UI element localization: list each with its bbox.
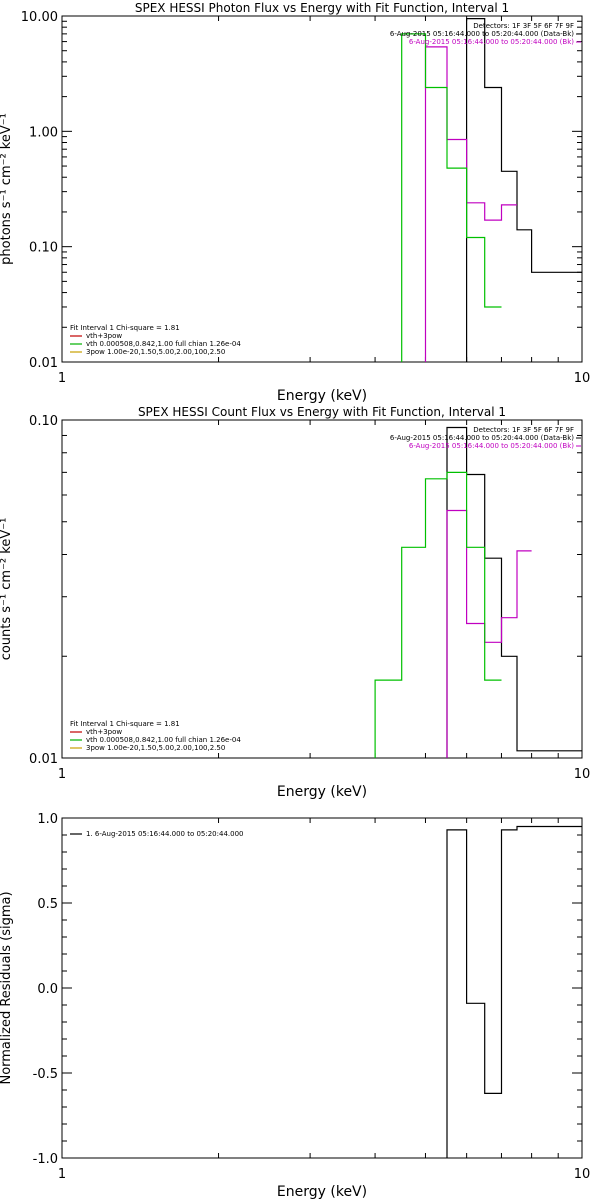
legend-entry: 1. 6-Aug-2015 05:16:44.000 to 05:20:44.0… <box>86 830 244 838</box>
series-line-1 <box>446 825 582 1158</box>
legend-entry: 3pow 1.00e-20,1.50,5.00,2.00,100,2.50 <box>86 348 225 356</box>
series-line-2 <box>424 46 517 362</box>
series-line-1 <box>446 426 582 758</box>
y-tick-label: 1.00 <box>29 125 58 140</box>
y-tick-label: 1.0 <box>37 812 58 827</box>
legend-entry: vth+3pow <box>86 332 122 340</box>
y-tick-label: 0.01 <box>29 752 58 767</box>
x-axis-label: Energy (keV) <box>277 1184 367 1200</box>
annotation-text: 6-Aug-2015 05:16:44.000 to 05:20:44.000 … <box>390 30 574 38</box>
legend-entry: vth 0.000508,0.842,1.00 full chian 1.26e… <box>86 340 241 348</box>
plot-frame <box>61 15 583 363</box>
y-tick-label: 0.0 <box>37 982 58 997</box>
series-line-3 <box>401 33 502 362</box>
series-line-2 <box>446 509 532 758</box>
legend-entry: Fit Interval 1 Chi-square = 1.81 <box>70 324 180 332</box>
annotation-text: Detectors: 1F 3F 5F 6F 7F 9F <box>473 22 574 30</box>
y-tick-label: 0.10 <box>29 241 58 256</box>
y-tick-label: 10.00 <box>21 10 58 25</box>
annotation-text: 6-Aug-2015 05:16:44.000 to 05:20:44.000 … <box>390 434 574 442</box>
x-tick-label: 10 <box>574 371 591 386</box>
y-tick-label: 0.01 <box>29 356 58 371</box>
series-group <box>374 426 582 758</box>
legend-entry: vth 0.000508,0.842,1.00 full chian 1.26e… <box>86 736 241 744</box>
y-axis-label: counts s⁻¹ cm⁻² keV⁻¹ <box>0 518 14 661</box>
legend-entry: 3pow 1.00e-20,1.50,5.00,2.00,100,2.50 <box>86 744 225 752</box>
y-tick-label: 0.5 <box>37 897 58 912</box>
x-axis-label: Energy (keV) <box>277 784 367 800</box>
y-axis-label: Normalized Residuals (sigma) <box>0 891 14 1084</box>
y-tick-label: -1.0 <box>33 1152 58 1167</box>
series-line-1 <box>466 18 582 362</box>
series-group <box>446 825 582 1158</box>
plot-frame <box>61 817 583 1159</box>
annotation-text: 6-Aug-2015 05:16:44.000 to 05:20:44.000 … <box>409 38 574 46</box>
x-tick-label: 1 <box>58 1167 66 1182</box>
y-tick-label: 0.10 <box>29 414 58 429</box>
x-tick-label: 10 <box>574 767 591 782</box>
y-tick-label: -0.5 <box>33 1067 58 1082</box>
annotation-text: 6-Aug-2015 05:16:44.000 to 05:20:44.000 … <box>409 442 574 450</box>
y-axis-label: photons s⁻¹ cm⁻² keV⁻¹ <box>0 113 14 265</box>
plot-frame <box>61 419 583 759</box>
annotation-text: Detectors: 1F 3F 5F 6F 7F 9F <box>473 426 574 434</box>
series-group <box>401 18 582 362</box>
chart-panel-3: -1.0 -0.5 0.0 0.5 1.0 1 10 Energy (keV) Normaliz… <box>0 812 590 1200</box>
series-line-3 <box>374 471 502 758</box>
x-tick-label: 1 <box>58 371 66 386</box>
legend-entry: vth+3pow <box>86 728 122 736</box>
chart-title: SPEX HESSI Photon Flux vs Energy with Fi… <box>135 1 509 15</box>
chart-title: SPEX HESSI Count Flux vs Energy with Fit… <box>138 405 506 419</box>
x-tick-label: 1 <box>58 767 66 782</box>
chart-panel-1: 0.01 0.10 1.00 10.00 1 10 SPEX HESSI Photon Fl… <box>0 1 590 404</box>
x-axis-label: Energy (keV) <box>277 388 367 404</box>
chart-panel-2: 0.01 0.10 1 10 SPEX HESSI Count Flux vs Ener… <box>0 405 590 800</box>
legend-entry: Fit Interval 1 Chi-square = 1.81 <box>70 720 180 728</box>
x-tick-label: 10 <box>574 1167 591 1182</box>
